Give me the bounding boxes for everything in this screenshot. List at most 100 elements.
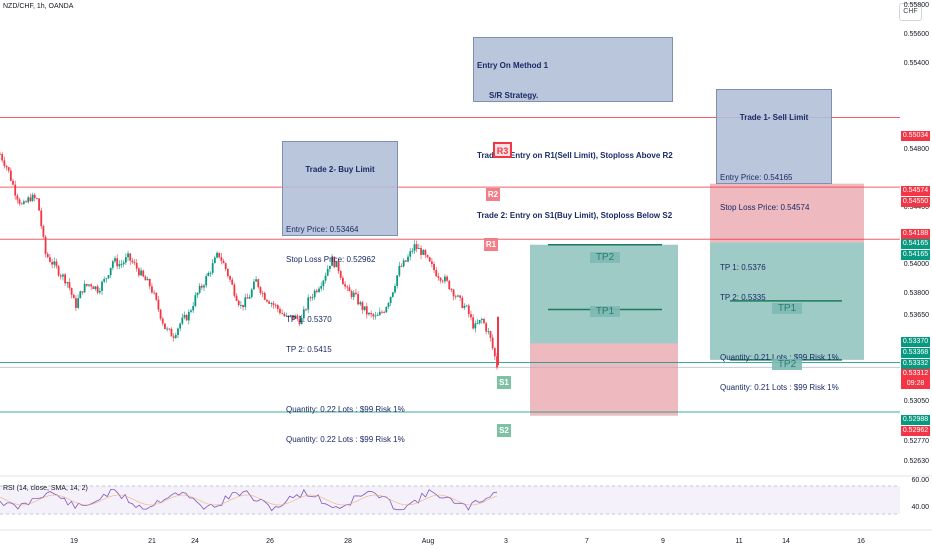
candle-body — [365, 306, 368, 315]
candle-body — [289, 314, 292, 316]
candle-body — [118, 264, 121, 267]
candle-body — [166, 328, 169, 330]
candle-body — [140, 270, 142, 276]
candle-body — [472, 317, 475, 329]
candle-body — [454, 296, 457, 298]
candle-body — [240, 304, 242, 306]
candle-body-last — [497, 316, 499, 366]
candle-body — [474, 323, 477, 329]
candle-body — [174, 334, 177, 338]
time-tick: 7 — [585, 538, 589, 545]
candle-body — [283, 313, 286, 317]
price-box: 0.54574 — [901, 186, 930, 196]
candle-body — [79, 291, 82, 299]
price-tick: 0.53800 — [903, 290, 929, 298]
candle-body — [16, 195, 19, 200]
candle-body — [127, 253, 129, 258]
trade1-tp2: TP 2: 0.5335 — [720, 293, 766, 302]
candle-body — [491, 337, 494, 349]
candle-body — [339, 271, 342, 278]
candle-body — [33, 194, 36, 199]
candle-body — [415, 244, 418, 249]
time-tick: 21 — [148, 538, 156, 545]
candle-body — [122, 262, 125, 265]
candle-body — [9, 170, 12, 181]
candle-body — [398, 265, 401, 276]
candle-body — [246, 297, 249, 299]
candle-body — [428, 257, 431, 262]
price-tick: 0.55600 — [903, 30, 929, 38]
candle-body — [363, 306, 366, 310]
candle-body — [157, 299, 160, 310]
time-tick: 3 — [504, 538, 508, 545]
candle-body — [27, 197, 30, 203]
price-box: 0.52988 — [901, 415, 930, 425]
candle-body — [444, 276, 446, 282]
candle-body — [489, 331, 492, 338]
candles — [0, 151, 499, 370]
candle-body — [42, 226, 45, 237]
candle-body — [88, 284, 90, 286]
candle-body — [85, 283, 88, 286]
candle-body — [205, 275, 208, 286]
trade2-note: Trade 2- Buy Limit Entry Price: 0.53464 … — [282, 141, 405, 444]
candle-body — [235, 295, 238, 301]
candle-body — [493, 348, 496, 357]
trade1-entry: Entry Price: 0.54165 — [720, 173, 793, 182]
candle-body — [18, 199, 21, 204]
candle-body — [298, 318, 301, 325]
candle-body — [272, 303, 275, 305]
candle-body — [315, 290, 318, 292]
candle-body — [1, 154, 4, 161]
time-tick: 9 — [661, 538, 665, 545]
candle-body — [213, 257, 216, 264]
candle-body — [485, 323, 488, 332]
candle-body — [172, 336, 175, 338]
candle-body — [101, 281, 103, 291]
candle-body — [242, 304, 244, 308]
trade1-tp1: TP 1: 0.5376 — [720, 263, 766, 272]
candle-body — [422, 250, 425, 255]
candle-body — [231, 279, 234, 285]
candle-body — [31, 194, 34, 201]
candle-body — [333, 256, 336, 268]
candle-body — [370, 312, 373, 315]
candle-body — [302, 309, 305, 318]
candle-body — [233, 284, 236, 296]
candle-body — [170, 328, 173, 337]
long-tp2-label: TP2 — [590, 252, 620, 263]
candle-body — [81, 291, 84, 293]
short-tp1-label: TP1 — [772, 303, 802, 314]
price-tick: 0.53650 — [903, 311, 929, 319]
candle-body — [218, 252, 221, 258]
candle-body — [266, 299, 268, 302]
method-line-2: Trade 2: Entry on S1(Buy Limit), Stoplos… — [477, 211, 673, 220]
candle-body — [105, 278, 108, 280]
trade2-qty1: Quantity: 0.22 Lots : $99 Risk 1% — [286, 405, 405, 414]
candle-body — [355, 292, 357, 295]
time-tick: 14 — [782, 538, 790, 545]
candle-body — [337, 261, 340, 272]
candle-body — [452, 289, 455, 297]
method-title: Entry On Method 1 — [477, 61, 549, 70]
price-box: 0.54550 — [901, 197, 930, 207]
candle-body — [75, 298, 77, 308]
trade1-qty1: Quantity: 0.21 Lots : $99 Risk 1% — [720, 353, 839, 362]
candle-body — [114, 258, 116, 262]
candle-body — [133, 262, 136, 263]
candle-body — [68, 282, 71, 288]
candle-body — [185, 314, 188, 321]
candle-body — [331, 256, 333, 266]
price-box: 0.55034 — [901, 131, 930, 141]
candle-body — [446, 276, 448, 281]
currency-button[interactable]: CHF — [899, 3, 922, 21]
candle-body — [129, 253, 132, 261]
candle-body — [402, 260, 405, 267]
candle-body — [459, 295, 462, 298]
trade2-entry: Entry Price: 0.53464 — [286, 225, 359, 234]
candle-body — [441, 280, 444, 282]
candle-body — [94, 286, 97, 289]
price-box: 0.54165 — [901, 250, 930, 260]
candle-body — [335, 261, 338, 268]
